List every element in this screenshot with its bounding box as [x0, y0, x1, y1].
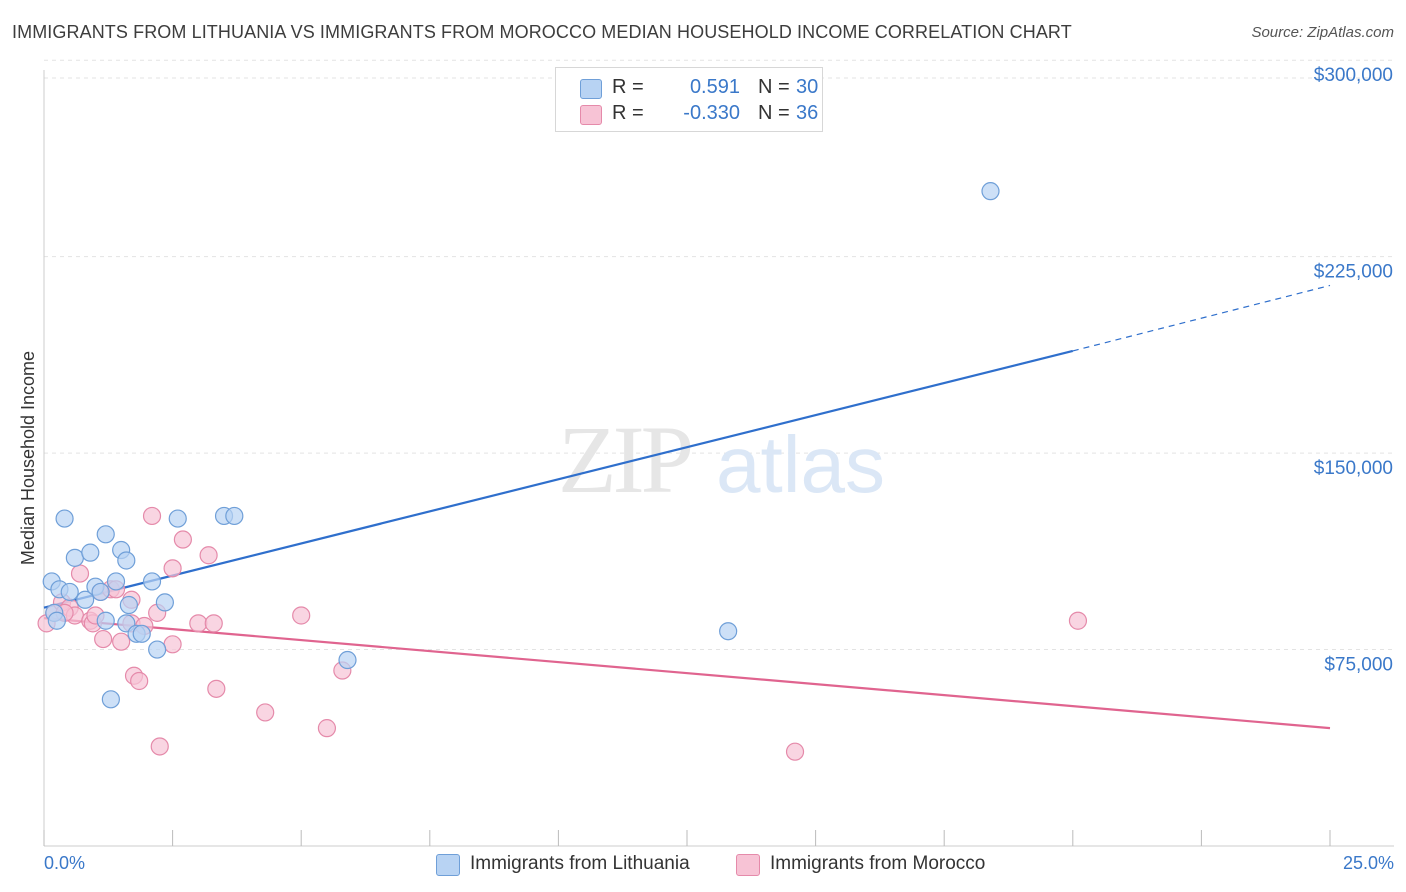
legend-r-value: -0.330: [683, 102, 740, 124]
data-point-lithuania: [981, 182, 1000, 201]
data-point-morocco: [785, 742, 805, 761]
data-point-lithuania: [76, 590, 95, 609]
x-tick-marks: [43, 830, 1331, 846]
series-legend: Immigrants from Lithuania Immigrants fro…: [0, 851, 1406, 879]
data-point-morocco: [256, 703, 275, 722]
data-point-morocco: [317, 719, 337, 738]
y-tick-labels: $75,000 $150,000 $225,000 $300,000: [1314, 65, 1393, 675]
y-tick-label: $225,000: [1314, 262, 1393, 283]
data-point-lithuania: [65, 548, 84, 567]
legend-n-label: N =: [758, 102, 790, 124]
data-point-morocco: [94, 629, 113, 649]
watermark-atlas: atlas: [716, 420, 885, 509]
scatter-points: [37, 182, 1088, 761]
legend-n-value: 36: [796, 102, 819, 124]
data-point-morocco: [199, 546, 218, 565]
data-point-lithuania: [81, 543, 100, 562]
data-point-lithuania: [47, 611, 66, 630]
data-point-morocco: [207, 679, 226, 698]
axes: [43, 70, 1394, 847]
data-point-lithuania: [55, 509, 74, 528]
data-point-lithuania: [719, 622, 738, 641]
legend-r-label: R =: [612, 76, 644, 98]
data-point-morocco: [70, 564, 90, 583]
legend-n-value: 30: [796, 76, 819, 98]
legend-swatch-morocco: [580, 105, 602, 125]
data-point-lithuania: [101, 690, 120, 709]
data-point-morocco: [163, 635, 182, 654]
data-point-morocco: [173, 530, 192, 549]
correlation-legend: R = 0.591 N = 30 R = -0.330 N = 36: [555, 67, 823, 132]
series-label-morocco: Immigrants from Morocco: [770, 853, 986, 874]
trend-line-lithuania: [43, 349, 1074, 609]
y-tick-label: $75,000: [1324, 655, 1393, 676]
data-point-lithuania: [96, 611, 115, 630]
trend-line-extension-lithuania: [1072, 284, 1331, 352]
legend-r-value: 0.591: [689, 76, 740, 98]
series-swatch-lithuania: [436, 854, 460, 876]
trend-lines: [43, 284, 1331, 730]
data-point-morocco: [150, 737, 169, 756]
data-point-lithuania: [148, 640, 167, 659]
data-point-morocco: [1068, 611, 1088, 630]
data-point-morocco: [163, 559, 182, 578]
data-point-lithuania: [142, 572, 162, 591]
data-point-lithuania: [91, 582, 110, 602]
data-point-morocco: [189, 614, 208, 633]
data-point-lithuania: [132, 624, 151, 643]
series-swatch-morocco: [736, 854, 760, 876]
x-tick-label-min: 0.0%: [44, 853, 85, 873]
data-point-lithuania: [225, 506, 244, 526]
chart-title: IMMIGRANTS FROM LITHUANIA VS IMMIGRANTS …: [12, 22, 1072, 42]
legend-r-label: R =: [612, 102, 644, 124]
watermark-zip: ZIP: [558, 406, 691, 513]
source-label: Source: ZipAtlas.com: [1251, 24, 1394, 41]
y-tick-label: $150,000: [1314, 458, 1393, 479]
y-tick-label: $300,000: [1314, 65, 1393, 86]
data-point-morocco: [204, 614, 223, 633]
data-point-morocco: [142, 506, 162, 526]
data-point-morocco: [112, 632, 131, 651]
data-point-lithuania: [117, 551, 136, 570]
x-tick-label-max: 25.0%: [1343, 853, 1394, 873]
y-axis-label: Median Household Income: [18, 351, 38, 565]
gridlines: [44, 59, 1394, 651]
series-label-lithuania: Immigrants from Lithuania: [470, 853, 690, 874]
data-point-morocco: [292, 606, 311, 625]
data-point-lithuania: [106, 572, 126, 591]
trend-line-morocco: [43, 617, 1331, 730]
data-point-lithuania: [119, 595, 138, 615]
data-point-lithuania: [60, 582, 79, 602]
data-point-lithuania: [96, 525, 115, 544]
legend-n-label: N =: [758, 76, 790, 98]
watermark: ZIP atlas: [558, 406, 885, 513]
data-point-morocco: [130, 671, 149, 691]
legend-swatch-lithuania: [580, 79, 602, 99]
data-point-lithuania: [338, 650, 357, 670]
data-point-lithuania: [155, 593, 174, 612]
data-point-lithuania: [168, 509, 187, 528]
